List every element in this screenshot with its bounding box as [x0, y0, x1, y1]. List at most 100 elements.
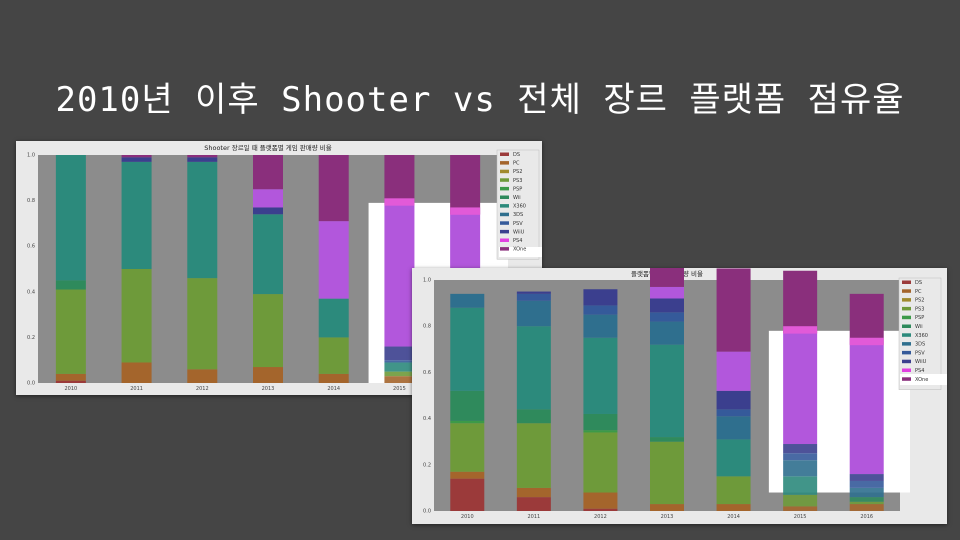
all-platform-share-chart: 플랫폼별 게임 판매량 비율0.00.20.40.60.81.020102011… [423, 268, 947, 520]
legend-label-ps3: PS3 [513, 178, 522, 184]
x-tick-label: 2012 [594, 514, 607, 520]
legend-swatch-ds [902, 280, 911, 284]
legend-swatch-wiiu [500, 229, 509, 234]
bar-segment-ps4-2014 [716, 351, 751, 391]
bar-segment-ps3-2013 [253, 294, 283, 368]
y-tick-label: 0.4 [27, 289, 35, 295]
bar-segment-ps3-2012 [583, 432, 618, 493]
bar-segment-pc-2014 [716, 504, 751, 511]
bar-segment-ps3-2011 [516, 423, 551, 488]
bar-segment-wii-2013 [650, 437, 684, 442]
bar-segment-ds-2010 [55, 380, 86, 383]
bar-segment-ps3-2010 [450, 423, 485, 472]
bar-segment-x360-2011 [516, 326, 551, 410]
x-tick-label: 2013 [262, 386, 275, 392]
bar-segment-ps3-2012 [187, 278, 218, 370]
bar-segment-pc-2010 [450, 471, 485, 479]
legend-label-ps4: PS4 [915, 368, 924, 374]
legend-swatch-3ds [902, 342, 911, 346]
legend-label-wii: Wii [513, 195, 521, 201]
bar-segment-3ds-2014 [716, 416, 751, 440]
bar-segment-ps3-2013 [650, 441, 684, 505]
bar-segment-psv-2012 [583, 305, 618, 315]
legend-label-wiiu: WiiU [513, 229, 525, 235]
legend-swatch-x360 [902, 333, 911, 337]
legend-swatch-ps3 [500, 178, 509, 182]
bar-segment-x360-2012 [583, 337, 618, 414]
bar-segment-x360-2013 [650, 344, 684, 438]
bar-segment-pc-2013 [253, 367, 283, 383]
bar-segment-xone-2014 [318, 155, 349, 222]
legend-label-ps2: PS2 [915, 298, 924, 304]
bar-segment-ps3-2011 [121, 269, 152, 363]
legend-swatch-wii [500, 195, 509, 199]
legend-swatch-pc [500, 161, 509, 165]
legend-swatch-ps2 [500, 169, 509, 174]
legend-swatch-x360 [500, 204, 509, 208]
bar-segment-xone-2012 [187, 155, 218, 158]
ps4-accent-2016 [450, 207, 481, 215]
legend-swatch-ps2 [902, 298, 911, 302]
bar-segment-psp-2010 [450, 420, 485, 424]
bar-segment-ps3-2015 [384, 371, 415, 377]
bar-segment-x360-2014 [716, 439, 751, 477]
legend-label-pc: PC [915, 289, 922, 295]
legend-label-ps2: PS2 [513, 169, 522, 175]
bar-segment-psv-2015 [384, 360, 415, 363]
bar-segment-x360-2014 [318, 298, 349, 338]
y-tick-label: 1.0 [27, 153, 35, 159]
bar-segment-x360-2010 [450, 307, 485, 391]
bar-segment-xone-2014 [716, 268, 751, 352]
bar-segment-x360-2015 [384, 362, 415, 372]
y-tick-label: 0.6 [423, 370, 431, 376]
bar-segment-3ds-2015 [783, 460, 818, 477]
legend-label-psv: PSV [513, 221, 523, 227]
legend-label-3ds: 3DS [513, 212, 523, 218]
x-tick-label: 2011 [527, 514, 540, 520]
bar-segment-psv-2015 [783, 453, 818, 461]
y-tick-label: 0.8 [423, 324, 431, 330]
bar-segment-wii-2010 [450, 390, 485, 421]
bar-segment-psv-2016 [849, 480, 884, 488]
ps4-accent-2015 [384, 198, 415, 206]
bar-segment-psp-2012 [583, 430, 618, 433]
y-tick-label: 0.6 [27, 244, 35, 250]
bar-segment-pc-2016 [849, 504, 884, 511]
bar-segment-ps3-2015 [783, 494, 818, 507]
bar-segment-ds-2010 [450, 478, 485, 511]
legend-label-psv: PSV [915, 350, 925, 356]
y-tick-label: 0.2 [423, 462, 431, 468]
bar-segment-wiiu-2012 [187, 157, 218, 162]
bar-segment-ps4-2013 [253, 189, 283, 208]
bar-segment-ds-2011 [516, 497, 551, 511]
bar-segment-ps3-2016 [849, 501, 884, 505]
bar-segment-ps4-2015 [384, 205, 415, 347]
x-tick-label: 2015 [393, 386, 406, 392]
legend-label-ds: DS [915, 280, 922, 286]
ps4-accent-2015 [783, 326, 818, 334]
bar-segment-wii-2010 [55, 280, 86, 290]
x-tick-label: 2013 [661, 514, 674, 520]
y-tick-label: 0.2 [27, 335, 35, 341]
bar-segment-pc-2013 [650, 504, 684, 511]
chart-title: Shooter 장르일 때 플랫폼별 게임 판매량 비율 [204, 143, 332, 152]
legend-swatch-xone [500, 247, 509, 251]
bar-segment-wiiu-2012 [583, 289, 618, 306]
bar-segment-ps4-2014 [318, 221, 349, 299]
legend-label-pc: PC [513, 161, 520, 167]
bar-segment-x360-2012 [187, 161, 218, 279]
legend-swatch-pc [902, 289, 911, 293]
bar-segment-wiiu-2011 [121, 157, 152, 162]
bar-segment-xone-2016 [849, 293, 884, 345]
x-tick-label: 2015 [794, 514, 807, 520]
bar-segment-pc-2010 [55, 373, 86, 381]
legend-label-x360: X360 [915, 333, 928, 339]
bar-segment-ps4-2013 [650, 286, 684, 299]
bar-segment-ps3-2010 [55, 289, 86, 374]
bar-segment-pc-2012 [583, 492, 618, 509]
bar-segment-wii-2011 [516, 409, 551, 424]
legend-label-ds: DS [513, 152, 520, 158]
legend-swatch-psv [902, 350, 911, 355]
bar-segment-xone-2013 [253, 155, 283, 190]
bar-segment-xone-2011 [121, 155, 152, 158]
